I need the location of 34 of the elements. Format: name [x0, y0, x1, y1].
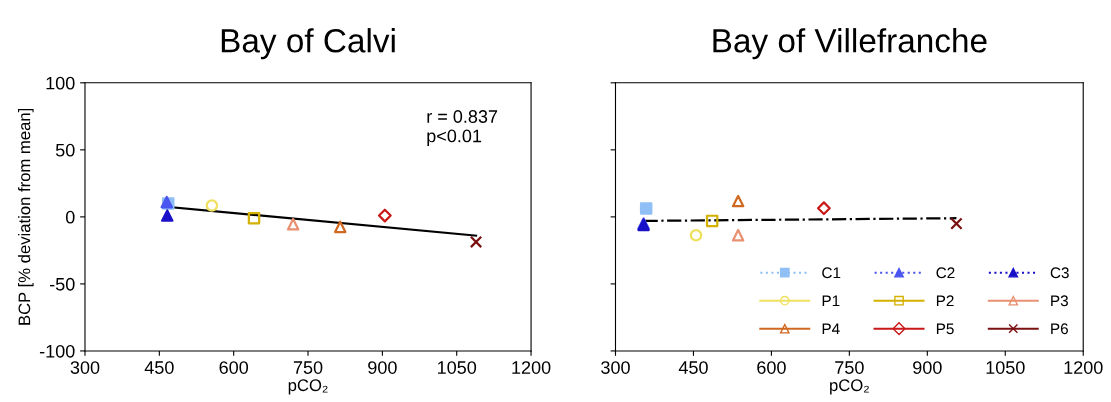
x-tick-label: 450	[678, 361, 708, 374]
legend-label: C3	[1050, 267, 1069, 279]
x-tick-label: 900	[913, 361, 942, 374]
legend-label: P4	[822, 323, 840, 335]
x-tick-label: 1200	[1064, 361, 1103, 374]
annotation: r = 0.837 p<0.01	[427, 110, 498, 146]
y-tick-label: 50	[55, 143, 75, 157]
x-tick-label: 600	[219, 361, 249, 374]
x-tick-label: 1050	[986, 361, 1025, 374]
x-tick-label: 450	[144, 361, 174, 374]
x-tick-label: 900	[368, 361, 397, 374]
legend-label: P5	[936, 323, 954, 335]
x-axis-title: pCO₂	[830, 379, 869, 395]
legend-label: P1	[822, 295, 840, 307]
y-tick-label: -50	[49, 277, 75, 291]
x-tick-label: 300	[70, 361, 100, 374]
x-tick-label: 1050	[438, 361, 477, 374]
y-tick-label: -100	[39, 344, 75, 358]
x-tick-label: 300	[601, 361, 630, 374]
y-tick-label: 0	[65, 210, 75, 224]
chart-title: Bay of Villefranche	[713, 28, 987, 60]
legend-label: P2	[936, 295, 954, 307]
y-tick-label: 100	[46, 76, 75, 90]
x-tick-label: 750	[835, 361, 864, 374]
legend-label: C2	[936, 267, 955, 279]
x-axis-title: pCO₂	[288, 379, 328, 395]
y-axis-title: BCP [% deviation from mean]	[18, 108, 34, 325]
x-tick-label: 600	[757, 361, 786, 374]
x-tick-label: 1200	[512, 361, 551, 374]
chart-title: Bay of Calvi	[221, 28, 395, 60]
legend-label: P6	[1051, 323, 1068, 335]
legend-label: P3	[1051, 295, 1068, 307]
x-tick-label: 750	[293, 361, 323, 374]
legend-label: C1	[822, 267, 841, 279]
